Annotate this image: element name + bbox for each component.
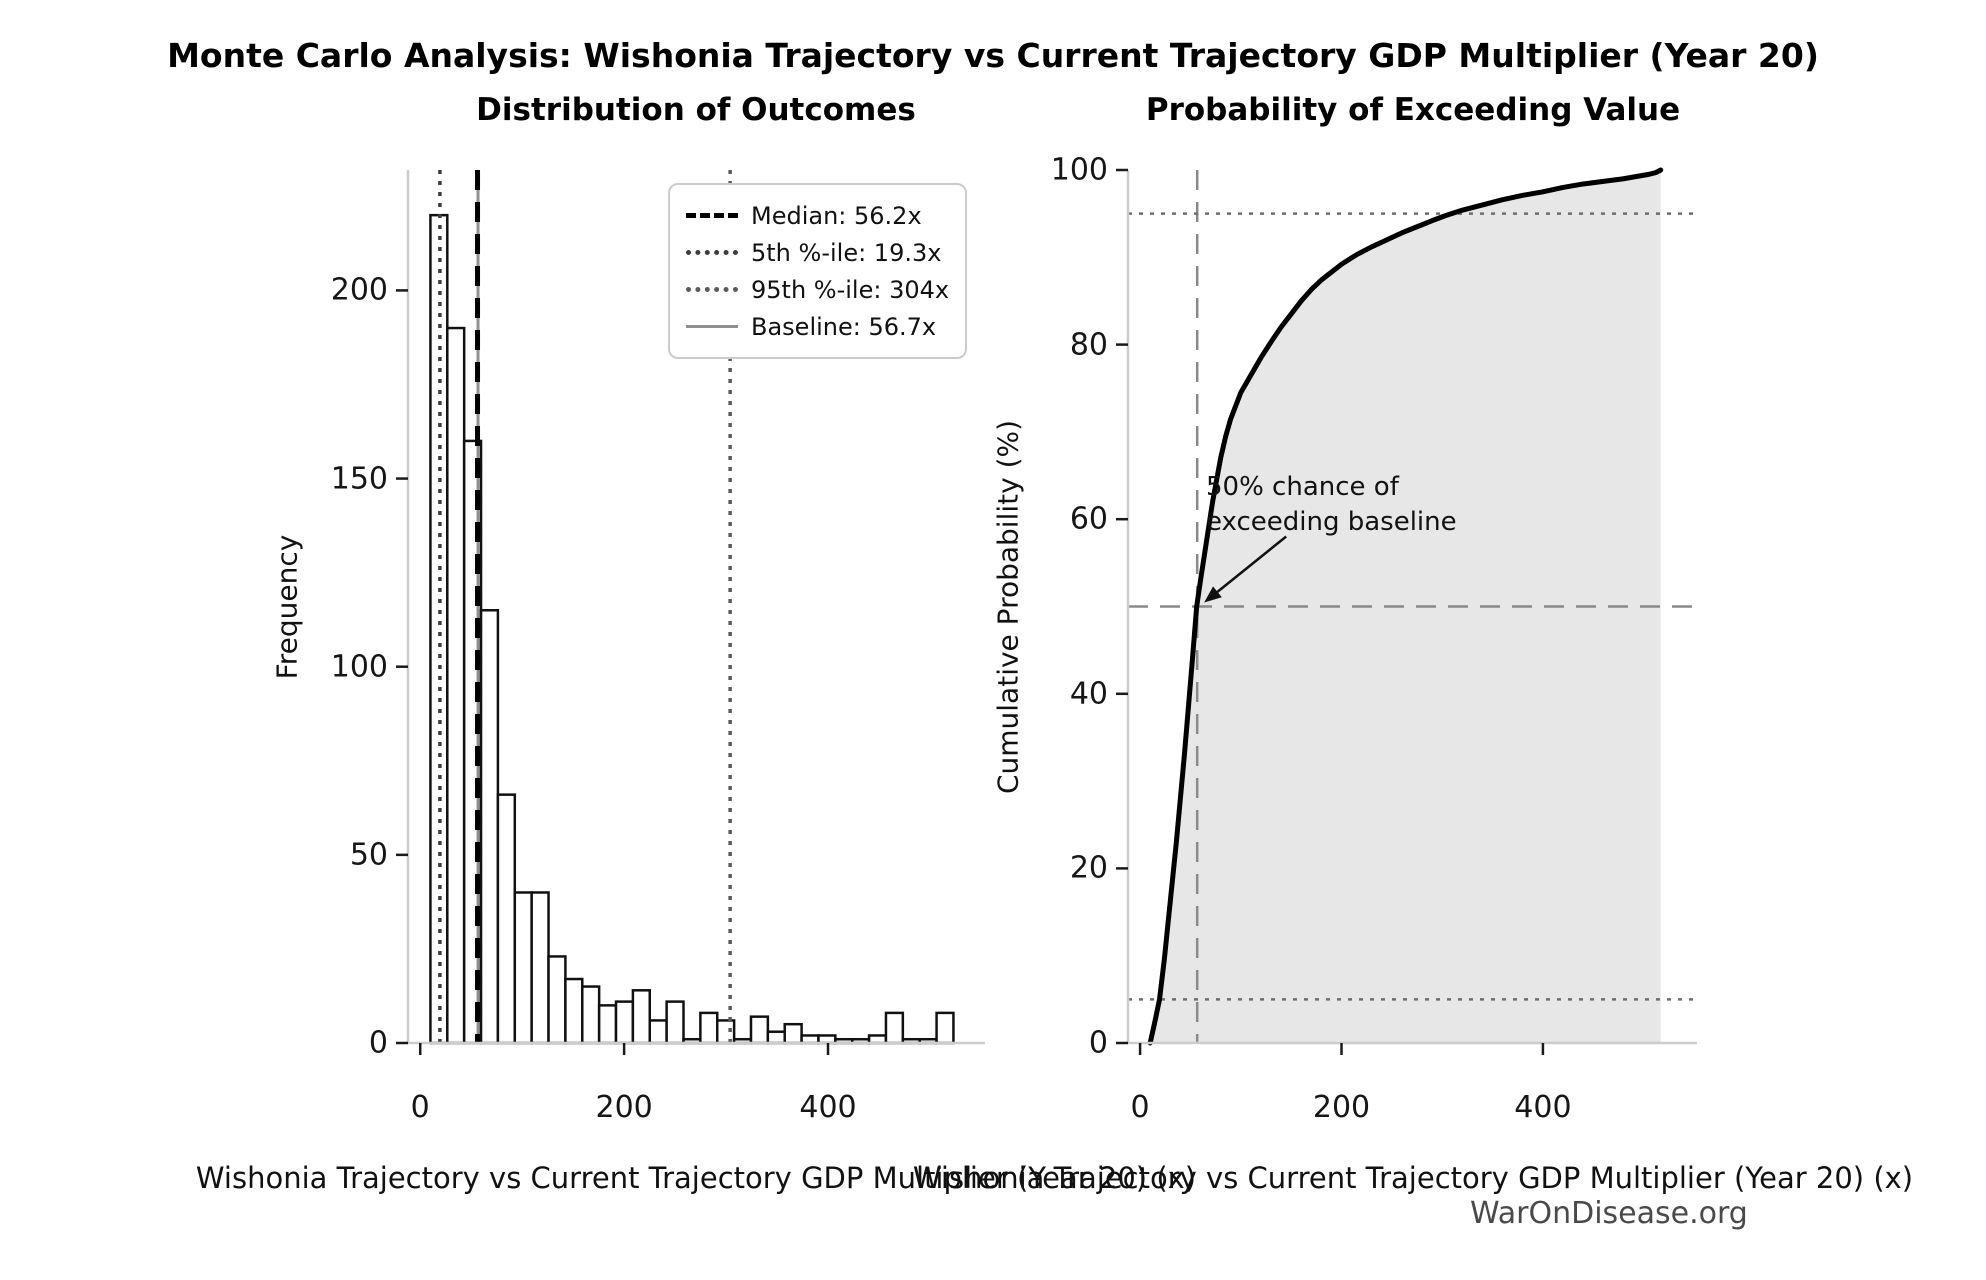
x-tick-label: 0 — [1130, 1090, 1150, 1125]
x-tick-label: 400 — [799, 1090, 857, 1125]
y-tick-label: 100 — [330, 649, 388, 685]
histogram-bar — [496, 793, 517, 1045]
histogram-bar — [648, 1019, 668, 1045]
y-tick-label: 80 — [1069, 327, 1108, 363]
x-tick-label: 400 — [1514, 1090, 1572, 1125]
annotation-arrow-line — [1216, 535, 1287, 593]
y-tick-label: 0 — [1088, 1025, 1108, 1061]
watermark: WarOnDisease.org — [1470, 1196, 1748, 1231]
y-tick-label: 0 — [368, 1025, 388, 1061]
left-x-axis-label: Wishonia Trajectory vs Current Trajector… — [195, 1161, 1197, 1195]
histogram-bar — [749, 1015, 770, 1045]
right-x-axis-label: Wishonia Trajectory vs Current Trajector… — [912, 1161, 1914, 1195]
x-tick-label: 200 — [1312, 1090, 1371, 1125]
cdf-fill-area — [1150, 170, 1661, 1043]
legend-item-5th-percentile: 5th %-ile: 19.3x — [686, 234, 949, 271]
left-y-axis-label: Frequency — [270, 534, 304, 680]
histogram-bar — [783, 1022, 803, 1045]
legend: Median: 56.2x 5th %-ile: 19.3x 95th %-il… — [668, 183, 968, 359]
annotation-50-percent: 50% chance of exceeding baseline — [1206, 470, 1457, 540]
histogram-bar — [581, 985, 601, 1045]
baseline-line-sample — [686, 325, 738, 328]
right-subplot-title: Probability of Exceeding Value — [1145, 92, 1681, 128]
p5-line-sample — [686, 250, 738, 255]
legend-item-95th-percentile: 95th %-ile: 304x — [686, 271, 949, 308]
histogram-bar — [699, 1011, 719, 1045]
annotation-arrow-head — [1204, 586, 1222, 603]
histogram-bar — [564, 977, 584, 1045]
histogram-bar — [665, 1000, 685, 1045]
annotation-line-1: 50% chance of — [1206, 472, 1399, 502]
legend-item-median: Median: 56.2x — [686, 197, 949, 234]
legend-label: 95th %-ile: 304x — [751, 275, 950, 304]
annotation-line-2: exceeding baseline — [1206, 507, 1457, 537]
y-tick-label: 40 — [1069, 676, 1108, 712]
histogram-bar — [614, 1000, 635, 1045]
median-line-sample — [686, 213, 738, 218]
y-tick-label: 150 — [330, 461, 388, 497]
legend-label: Baseline: 56.7x — [751, 312, 937, 341]
y-tick-label: 20 — [1069, 850, 1108, 886]
histogram-bar — [530, 891, 550, 1045]
y-tick-label: 60 — [1069, 501, 1108, 537]
histogram-bar — [597, 1004, 618, 1045]
histogram-bar — [935, 1011, 955, 1045]
legend-label: Median: 56.2x — [751, 201, 922, 230]
histogram-bar — [766, 1030, 786, 1045]
histogram-bar — [884, 1011, 905, 1045]
histogram-bar — [446, 326, 466, 1045]
histogram-bar — [479, 609, 500, 1045]
legend-item-baseline: Baseline: 56.7x — [686, 308, 949, 345]
p95-line-sample — [686, 287, 738, 292]
y-tick-label: 100 — [1050, 152, 1108, 188]
histogram-bar — [631, 989, 652, 1045]
figure-title: Monte Carlo Analysis: Wishonia Trajector… — [167, 36, 1819, 75]
cdf-curve — [1147, 167, 1664, 1046]
y-tick-label: 200 — [330, 272, 388, 308]
x-tick-label: 200 — [595, 1090, 653, 1125]
legend-label: 5th %-ile: 19.3x — [751, 238, 942, 267]
x-tick-label: 0 — [410, 1090, 430, 1125]
y-tick-label: 50 — [349, 837, 388, 873]
histogram-bar — [547, 955, 567, 1045]
left-subplot-title: Distribution of Outcomes — [476, 92, 916, 128]
histogram-bar — [513, 891, 533, 1045]
right-y-axis-label: Cumulative Probability (%) — [991, 419, 1025, 795]
